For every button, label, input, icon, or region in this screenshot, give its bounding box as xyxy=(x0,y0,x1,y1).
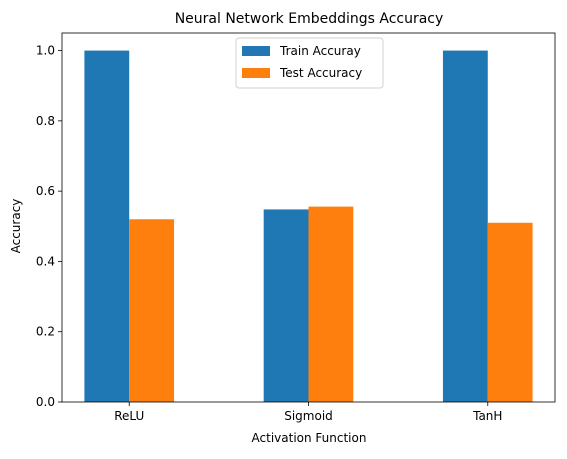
y-axis-label: Accuracy xyxy=(9,199,23,254)
legend-swatch xyxy=(242,68,270,78)
x-tick-label: Sigmoid xyxy=(284,409,333,423)
bar-train-accuray-tanh xyxy=(442,50,488,402)
chart-title: Neural Network Embeddings Accuracy xyxy=(175,11,444,27)
legend-label: Test Accuracy xyxy=(279,66,362,80)
legend-label: Train Accuray xyxy=(279,44,361,58)
bar-test-accuracy-relu xyxy=(129,219,175,402)
y-tick-label: 0.2 xyxy=(36,325,55,339)
y-tick-label: 0.4 xyxy=(36,254,55,268)
bar-train-accuray-relu xyxy=(84,50,130,402)
x-tick-label: ReLU xyxy=(114,409,144,423)
x-tick-label: TanH xyxy=(472,409,502,423)
y-tick-label: 0.6 xyxy=(36,184,55,198)
bar-test-accuracy-tanh xyxy=(487,222,533,402)
x-axis-label: Activation Function xyxy=(252,431,367,445)
legend-swatch xyxy=(242,46,270,56)
legend: Train Accuray Test Accuracy xyxy=(235,37,384,89)
bars-layer xyxy=(84,50,533,402)
y-tick-label: 1.0 xyxy=(36,44,55,58)
legend-box xyxy=(235,37,384,89)
y-tick-label: 0.8 xyxy=(36,114,55,128)
axes-layer: 0.0 0.2 0.4 0.6 0.8 1.0 ReLU Sigmoid TanH xyxy=(36,32,556,423)
bar-test-accuracy-sigmoid xyxy=(308,206,354,402)
y-tick-label: 0.0 xyxy=(36,395,55,409)
bar-train-accuray-sigmoid xyxy=(263,209,309,402)
